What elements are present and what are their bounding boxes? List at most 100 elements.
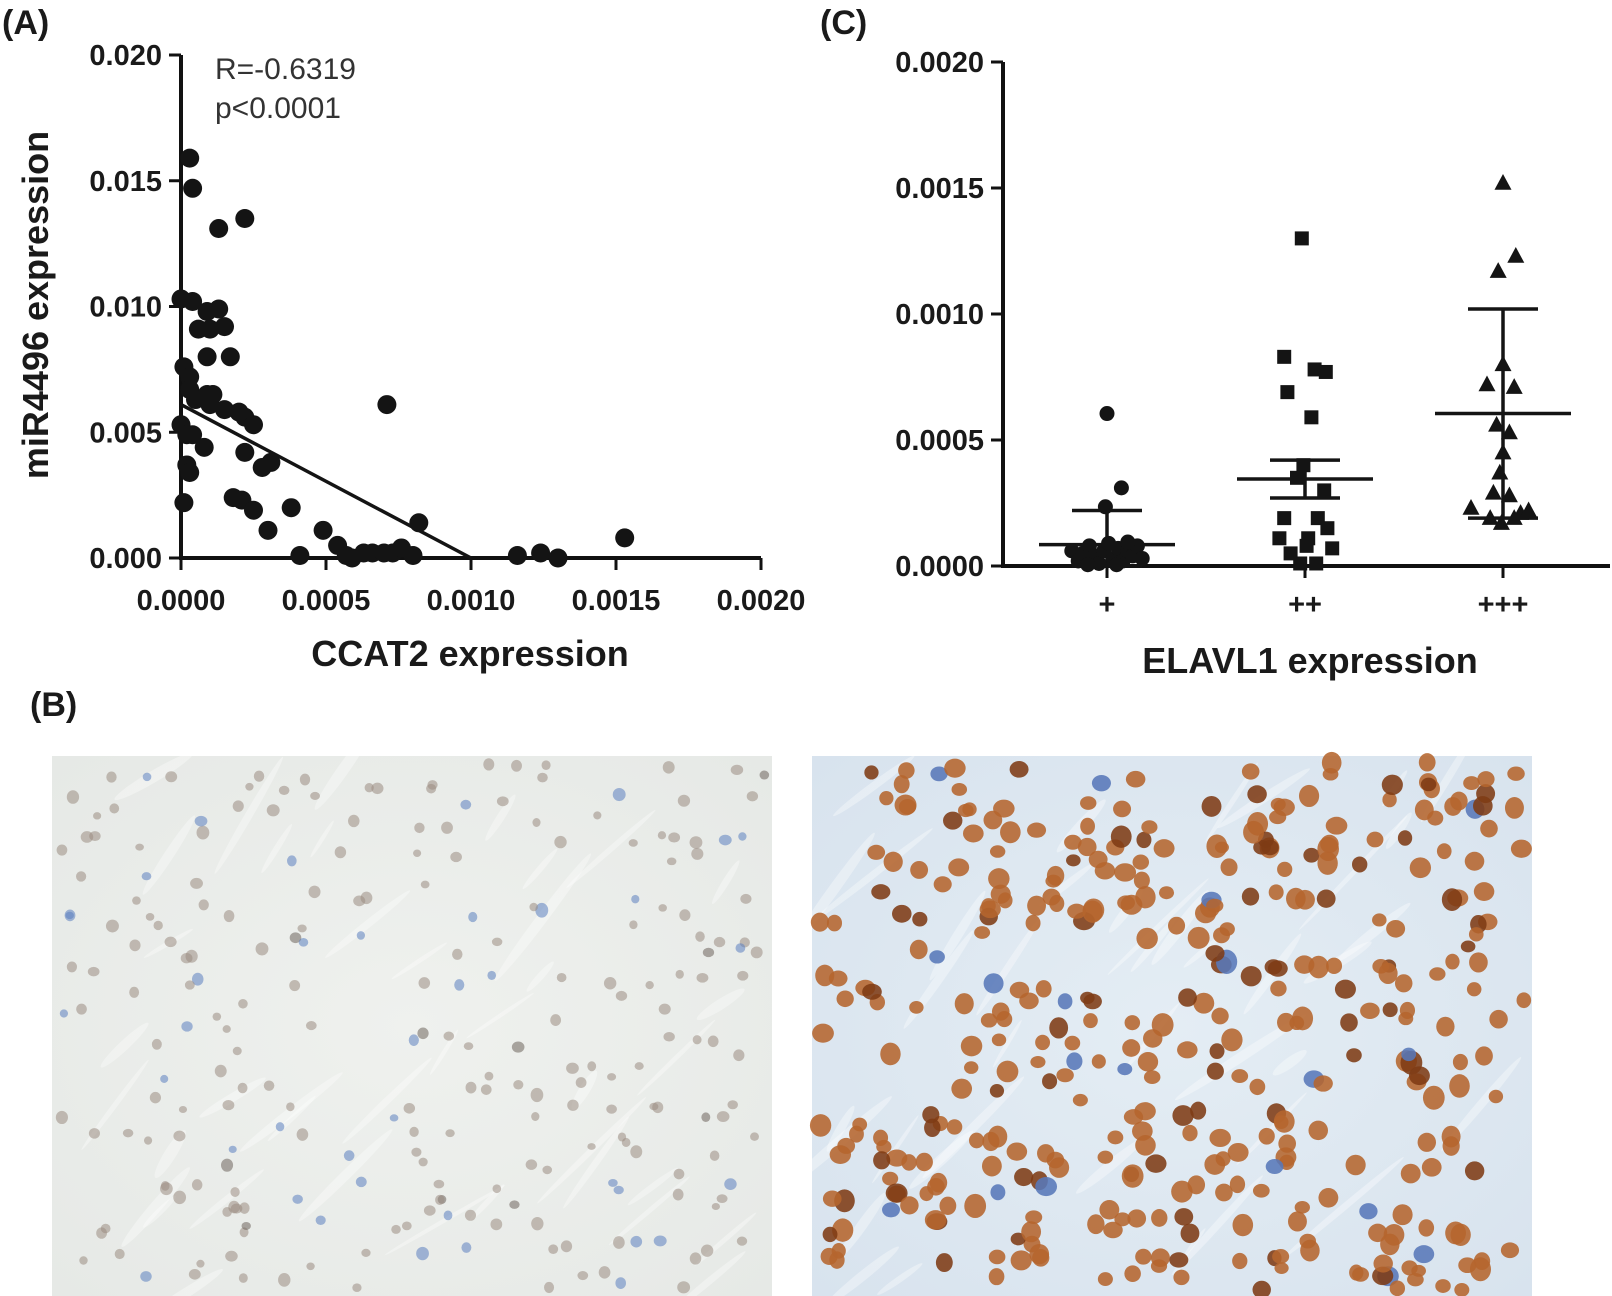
tissue-nucleus (190, 877, 203, 889)
tissue-nucleus (529, 902, 538, 912)
tissue-nucleus (954, 993, 974, 1015)
chart-c-error-bars (1039, 307, 1571, 568)
tissue-nucleus (531, 1112, 540, 1121)
chart-a-data-point (377, 395, 397, 415)
tissue-nucleus (567, 1099, 579, 1111)
micrograph-high-nuclei (783, 734, 1532, 1296)
tissue-nucleus (1177, 1041, 1198, 1059)
tissue-nucleus (1215, 1183, 1233, 1202)
tissue-nucleus (443, 1210, 453, 1221)
tissue-nucleus (355, 1176, 367, 1188)
tissue-nucleus (577, 1271, 589, 1281)
tissue-nucleus (951, 1078, 973, 1099)
tissue-nucleus (948, 858, 970, 877)
tissue-nucleus (1136, 831, 1152, 849)
tissue-nucleus (1436, 843, 1452, 860)
tissue-nucleus (1010, 1232, 1026, 1246)
tissue-nucleus (1072, 1093, 1088, 1107)
chart-c-data-point (1099, 406, 1115, 422)
tissue-nucleus (1190, 1101, 1207, 1120)
tissue-nucleus (1135, 1248, 1152, 1265)
tissue-nucleus (196, 1259, 205, 1268)
tissue-nucleus (426, 783, 437, 794)
chart-c-data-point (1109, 557, 1125, 573)
tissue-nucleus (1294, 1201, 1310, 1214)
tissue-nucleus (575, 1077, 587, 1088)
tissue-nucleus (253, 770, 265, 782)
tissue-nucleus (1117, 1063, 1133, 1076)
tissue-nucleus (919, 1186, 934, 1202)
chart-c-points (1064, 173, 1538, 573)
tissue-nucleus (1123, 1109, 1144, 1125)
chart-a-data-point (615, 528, 635, 548)
tissue-nucleus (1366, 831, 1384, 848)
tissue-nucleus (289, 932, 302, 944)
tissue-nucleus (696, 972, 709, 983)
tissue-nucleus (196, 825, 210, 840)
tissue-nucleus (1389, 1280, 1406, 1296)
tissue-nucleus (653, 1235, 667, 1247)
chart-c-data-point (1277, 349, 1292, 364)
tissue-nucleus (733, 1049, 745, 1062)
chart-a-data-point (290, 545, 310, 565)
tissue-nucleus (701, 1112, 711, 1123)
tissue-nucleus (951, 783, 968, 796)
tissue-nucleus (1232, 1252, 1248, 1270)
tissue-nucleus (93, 812, 102, 820)
tissue-nucleus (308, 885, 321, 899)
chart-a-x-tick-label: 0.0005 (282, 585, 371, 617)
tissue-nucleus (1510, 839, 1532, 858)
tissue-nucleus (1382, 1002, 1398, 1018)
tissue-nucleus (1466, 982, 1482, 997)
tissue-nucleus (1127, 1209, 1147, 1228)
micrograph-low-nuclei (55, 730, 770, 1296)
tissue-nucleus (960, 1035, 983, 1057)
tissue-nucleus (191, 1179, 203, 1191)
tissue-streak (833, 755, 915, 817)
chart-c-data-point (1494, 173, 1512, 190)
tissue-nucleus (628, 839, 638, 847)
chart-c-data-point (1317, 483, 1332, 498)
micrograph-high-expression (783, 734, 1532, 1296)
tissue-nucleus (606, 1104, 617, 1114)
chart-a-data-point (403, 545, 423, 565)
chart-c-data-point (1488, 415, 1506, 432)
tissue-nucleus (1394, 974, 1413, 993)
tissue-nucleus (278, 1272, 291, 1287)
tissue-nucleus (900, 1196, 919, 1215)
tissue-nucleus (969, 1132, 985, 1149)
chart-c-data-point (1484, 483, 1502, 500)
tissue-nucleus (1035, 1176, 1058, 1197)
tissue-nucleus (759, 770, 770, 780)
tissue-nucleus (1346, 1048, 1362, 1063)
tissue-streak (214, 756, 284, 874)
chart-a-data-point (229, 402, 249, 422)
tissue-nucleus (867, 844, 886, 860)
tissue-nucleus (1187, 1175, 1206, 1195)
tissue-nucleus (832, 1218, 854, 1242)
tissue-streak (189, 1169, 264, 1229)
tissue-nucleus (1133, 871, 1150, 890)
tissue-nucleus (464, 1209, 477, 1221)
tissue-nucleus (1295, 889, 1315, 910)
tissue-nucleus (228, 1145, 237, 1154)
tissue-nucleus (1373, 1254, 1393, 1273)
tissue-nucleus (980, 1013, 998, 1028)
tissue-nucleus (255, 942, 269, 956)
tissue-nucleus (238, 1273, 248, 1283)
tissue-nucleus (286, 1102, 295, 1112)
tissue-nucleus (173, 1190, 187, 1205)
tissue-nucleus (1278, 1134, 1296, 1153)
tissue-streak (1385, 812, 1412, 849)
tissue-nucleus (414, 822, 425, 834)
tissue-streak (1421, 734, 1475, 823)
chart-c-data-point (1494, 355, 1512, 372)
tissue-nucleus (1325, 816, 1348, 835)
tissue-nucleus (716, 1194, 728, 1204)
tissue-nucleus (1167, 916, 1186, 935)
tissue-nucleus (750, 946, 763, 959)
tissue-nucleus (287, 855, 297, 867)
tissue-nucleus (695, 931, 705, 942)
tissue-nucleus (1334, 979, 1356, 999)
tissue-streak (566, 809, 656, 888)
